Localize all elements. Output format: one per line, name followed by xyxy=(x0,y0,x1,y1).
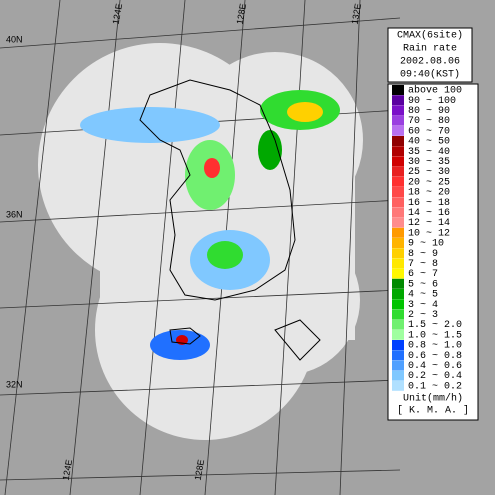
legend-label: 20 ~ 25 xyxy=(408,177,450,188)
legend-swatch xyxy=(392,146,404,157)
legend-label: 16 ~ 18 xyxy=(408,198,450,209)
coastline xyxy=(139,79,321,361)
lat-label: 36N xyxy=(6,209,23,219)
legend-swatch xyxy=(392,187,404,197)
rain-echoes xyxy=(80,90,340,360)
legend-label: 30 ~ 35 xyxy=(408,157,450,168)
legend-source: [ K. M. A. ] xyxy=(397,405,469,417)
legend-swatch xyxy=(392,278,404,289)
legend-swatch xyxy=(392,248,404,259)
legend-label: 1.0 ~ 1.5 xyxy=(408,330,462,341)
legend-label: 40 ~ 50 xyxy=(408,137,450,148)
legend-swatch xyxy=(392,380,404,391)
legend-swatch xyxy=(392,360,404,371)
legend-swatch xyxy=(392,125,404,136)
legend-label: above 100 xyxy=(408,85,462,97)
legend-swatch xyxy=(392,329,404,340)
legend-label: 70 ~ 80 xyxy=(408,116,450,127)
title-line: 09:40(KST) xyxy=(400,69,460,81)
legend-swatch xyxy=(392,217,404,228)
legend-swatch xyxy=(392,207,404,218)
legend-label: 3 ~ 4 xyxy=(408,300,438,311)
legend-swatch xyxy=(392,227,404,238)
title-line: 2002.08.06 xyxy=(400,57,460,68)
legend-label: 0.8 ~ 1.0 xyxy=(408,341,462,352)
legend-swatch xyxy=(392,85,404,95)
lon-label: 124E xyxy=(111,3,125,25)
legend-label: 90 ~ 100 xyxy=(408,96,456,107)
legend-swatch xyxy=(392,197,404,208)
legend-label: 25 ~ 30 xyxy=(408,167,450,178)
title-line: CMAX(6site) xyxy=(397,30,463,42)
legend-swatch xyxy=(392,258,404,269)
legend-swatch xyxy=(392,105,404,116)
legend-label: 80 ~ 90 xyxy=(408,106,450,117)
lat-label: 40N xyxy=(6,34,23,44)
legend-label: 0.2 ~ 0.4 xyxy=(408,371,462,382)
legend-label: 5 ~ 6 xyxy=(408,279,438,290)
legend-label: 10 ~ 12 xyxy=(408,228,450,239)
legend-label: 8 ~ 9 xyxy=(408,249,438,260)
legend-swatch xyxy=(392,350,404,361)
legend-swatch xyxy=(392,95,404,106)
axis-labels: 40N 36N 32N 124E 128E 132E 124E 128E xyxy=(6,3,363,481)
lon-label: 128E xyxy=(193,459,207,481)
lon-label: 124E xyxy=(61,459,75,481)
legend-label: 9 ~ 10 xyxy=(408,239,444,250)
legend-swatch xyxy=(392,238,404,248)
legend-swatch xyxy=(392,176,404,187)
legend-swatch xyxy=(392,136,404,146)
legend-swatch xyxy=(392,156,404,167)
legend-label: 2 ~ 3 xyxy=(408,310,438,321)
legend-swatch xyxy=(392,370,404,381)
title-box xyxy=(387,27,473,83)
lon-label: 132E xyxy=(350,3,364,25)
legend-label: 35 ~ 40 xyxy=(408,147,450,158)
lon-label: 128E xyxy=(235,3,249,25)
legend-swatch xyxy=(392,319,404,330)
legend-swatch xyxy=(392,340,404,350)
legend-label: 12 ~ 14 xyxy=(408,218,450,229)
legend-label: 1.5 ~ 2.0 xyxy=(408,320,462,331)
legend-swatch xyxy=(392,309,404,320)
legend-swatch xyxy=(392,289,404,299)
lat-label: 32N xyxy=(6,379,23,389)
legend-label: 7 ~ 8 xyxy=(408,259,438,270)
title-line: Rain rate xyxy=(403,43,457,55)
legend-label: 60 ~ 70 xyxy=(408,126,450,137)
legend-label: 0.1 ~ 0.2 xyxy=(408,381,462,392)
legend-label: 0.4 ~ 0.6 xyxy=(408,361,462,372)
legend-label: 0.6 ~ 0.8 xyxy=(408,351,462,362)
legend-swatch xyxy=(392,268,404,279)
legend-label: 14 ~ 16 xyxy=(408,208,450,219)
legend-unit: Unit(mm/h) xyxy=(403,393,463,405)
legend-label: 18 ~ 20 xyxy=(408,188,450,199)
legend-swatch xyxy=(392,166,404,177)
legend-swatch xyxy=(392,115,404,126)
legend-swatch xyxy=(392,299,404,310)
legend-label: 4 ~ 5 xyxy=(408,290,438,301)
legend-label: 6 ~ 7 xyxy=(408,269,438,280)
